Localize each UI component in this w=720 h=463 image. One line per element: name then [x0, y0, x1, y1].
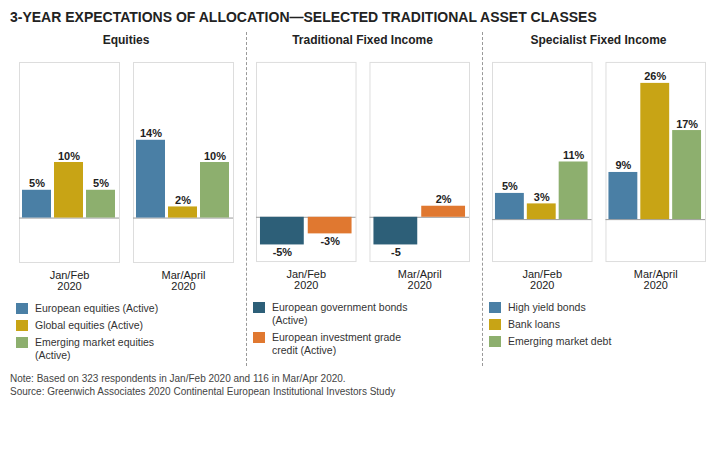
html-text:Bank loans: Bank loans: [508, 317, 560, 330]
svg-text:-5%: -5%: [273, 246, 293, 258]
html-text:European equities (Active): European equities (Active): [35, 302, 159, 314]
svg-text:26%: 26%: [644, 70, 666, 82]
svg-text:5%: 5%: [93, 177, 109, 189]
svg-text:2%: 2%: [436, 193, 452, 205]
svg-text:10%: 10%: [204, 150, 226, 162]
html-text:Global equities (Active): Global equities (Active): [35, 319, 143, 331]
svg-text:-5: -5: [391, 246, 401, 258]
html-text:3-YEAR EXPECTATIONS OF ALLOCAT: 3-YEAR EXPECTATIONS OF ALLOCATION—SELECT…: [10, 9, 597, 25]
html-text:Emerging market equities (Acti: Emerging market equities (Active): [35, 336, 155, 361]
html-text:European government bonds (Act: European government bonds (Active): [272, 300, 408, 326]
svg-text:10%: 10%: [58, 150, 80, 162]
svg-text:Jan/Feb2020: Jan/Feb2020: [522, 268, 562, 291]
svg-text:2%: 2%: [175, 194, 191, 206]
svg-text:Jan/Feb2020: Jan/Feb2020: [50, 269, 90, 292]
html-text:Specialist Fixed Income: Specialist Fixed Income: [530, 33, 667, 47]
svg-text:3%: 3%: [534, 191, 550, 203]
svg-text:Mar/April2020: Mar/April2020: [161, 269, 205, 292]
html-text:European investment grade cred: European investment grade credit (Active…: [272, 330, 401, 356]
html-text:High yield bonds: High yield bonds: [508, 300, 586, 313]
svg-text:5%: 5%: [29, 177, 45, 189]
svg-text:Mar/April2020: Mar/April2020: [634, 268, 678, 291]
svg-text:17%: 17%: [676, 118, 698, 130]
html-text:Traditional Fixed Income: Traditional Fixed Income: [292, 33, 433, 47]
html-text:Equities: Equities: [102, 33, 150, 47]
svg-text:14%: 14%: [140, 127, 162, 139]
svg-text:Jan/Feb2020: Jan/Feb2020: [286, 268, 326, 291]
html-text:Emerging market debt: Emerging market debt: [508, 334, 612, 347]
svg-text:9%: 9%: [615, 159, 631, 171]
svg-text:5%: 5%: [502, 180, 518, 192]
svg-text:-3%: -3%: [320, 235, 340, 247]
html-text:Note: Based on 323 respondents: Note: Based on 323 respondents in Jan/Fe…: [10, 373, 396, 397]
svg-text:11%: 11%: [563, 149, 585, 161]
svg-text:Mar/April2020: Mar/April2020: [398, 268, 442, 291]
